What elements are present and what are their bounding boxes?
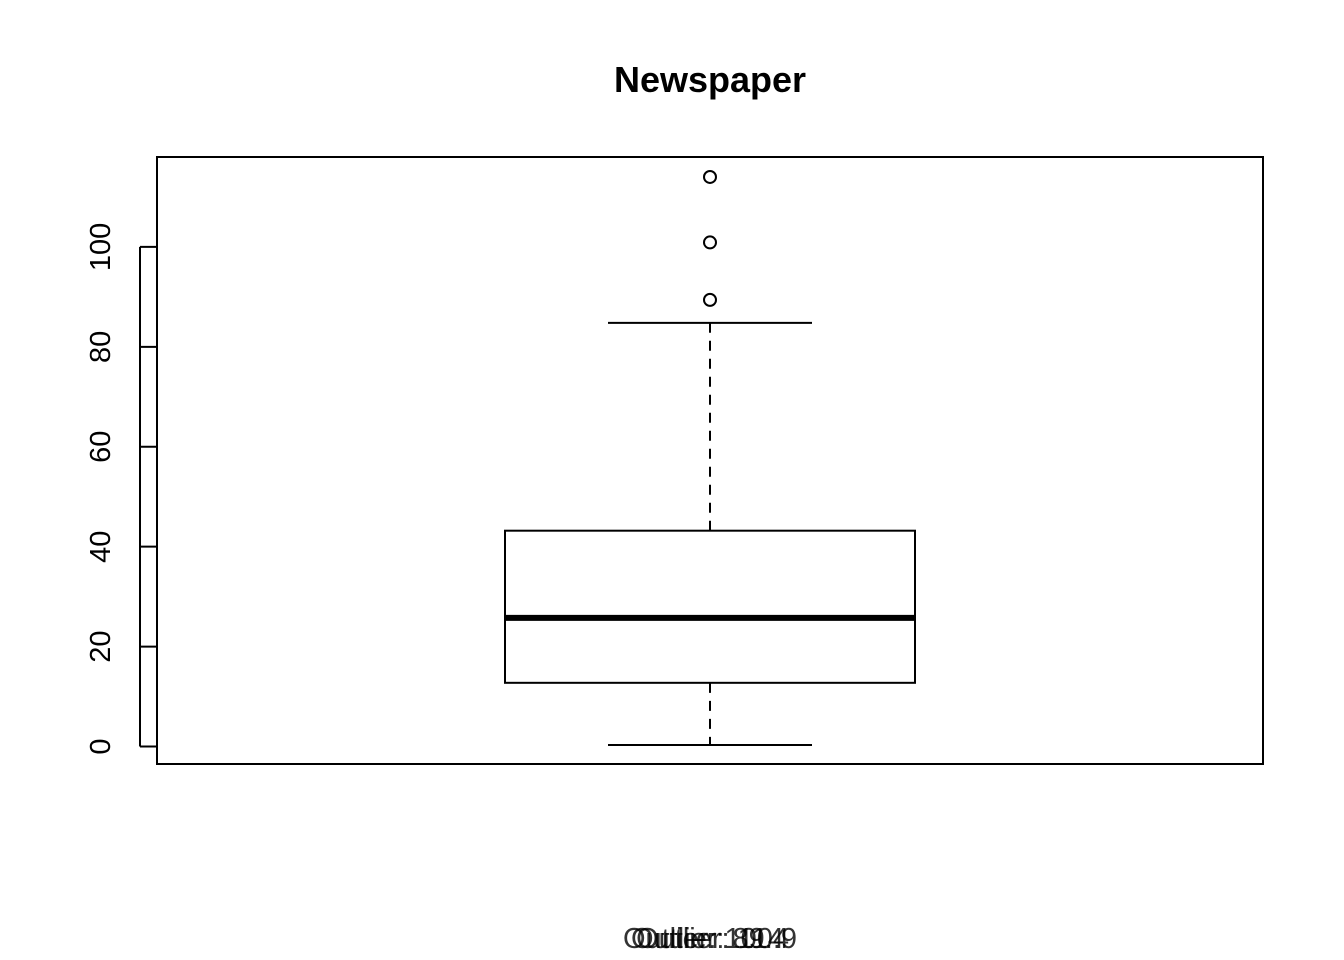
y-tick-label: 60 [85, 431, 117, 463]
outlier-caption: Outlier: 89.4 [631, 923, 789, 955]
box-plot [504, 321, 916, 747]
y-tick-label: 40 [85, 531, 117, 563]
outlier-caption: Outlier: 100.9 [623, 923, 797, 955]
outlier-point [703, 292, 717, 307]
y-tick-label: 20 [85, 630, 117, 662]
interquartile-box [504, 529, 916, 684]
outlier-point [703, 235, 717, 250]
outlier-caption: Outlier: 114 [636, 923, 784, 955]
y-tick-label: 100 [85, 223, 117, 271]
chart-title: Newspaper [614, 59, 806, 100]
outlier-point [703, 169, 717, 184]
outlier-points [703, 169, 717, 307]
y-tick-label: 80 [85, 331, 117, 363]
plot-frame [156, 156, 1264, 765]
y-axis: 0 20 40 60 80 100 [85, 223, 157, 755]
y-tick-label: 0 [85, 738, 117, 754]
